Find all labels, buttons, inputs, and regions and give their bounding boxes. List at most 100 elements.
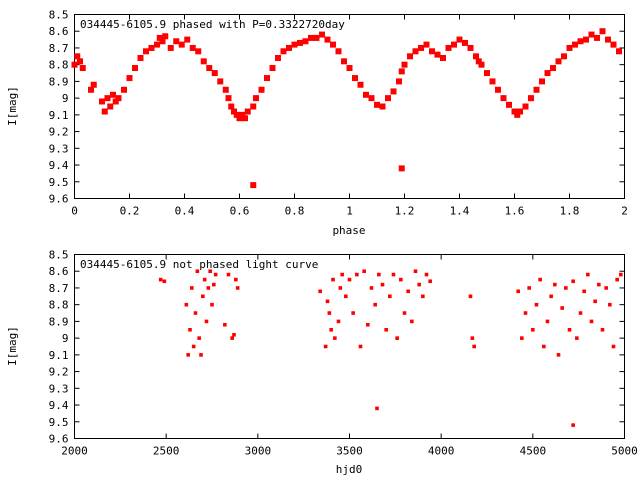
unphased-data-point [226,272,231,277]
phased-data-point [533,86,540,93]
unphased-data-point [421,294,425,299]
unphased-ytick-label: 8.5 [49,249,69,262]
unphased-data-point [402,311,407,315]
unphased-data-point [366,322,370,327]
phased-data-point [555,58,562,65]
phased-data-point [74,53,81,60]
unphased-data-point [358,344,363,349]
phased-data-point [79,65,86,72]
unphased-data-point [586,272,590,277]
unphased-ytick-label: 8.7 [49,282,69,295]
phased-data-point [178,41,185,48]
phased-data-point [467,44,474,51]
unphased-x-axis-label: hjd0 [336,463,363,476]
unphased-data-point [204,319,209,324]
unphased-data-point [338,286,343,290]
phased-data-point [352,75,358,82]
phased-xtick-label: 1.6 [505,205,525,218]
phased-data-point [200,58,207,65]
unphased-ytick-label: 9.1 [49,349,69,362]
unphased-data-point [210,302,214,307]
unphased-data-point [369,286,374,290]
unphased-data-point [582,289,586,294]
unphased-data-point [428,279,432,284]
phased-data-point [566,44,573,51]
phased-ytick-label: 8.5 [49,9,69,22]
unphased-data-point [384,327,388,332]
phased-data-point [286,44,292,51]
unphased-chart-title: 034445-6105.9 not phased light curve [80,258,318,271]
phased-xtick-label: 1.8 [560,205,580,218]
phased-data-point [143,48,149,55]
phased-data-point [544,70,551,77]
unphased-data-point [600,327,605,332]
phased-data-point [346,65,353,72]
unphased-data-point [355,272,359,277]
phased-data-point [401,61,408,68]
unphased-data-point [560,306,564,310]
unphased-data-point [323,344,328,349]
unphased-data-point [206,286,211,290]
unphased-data-point [188,327,192,332]
phased-xtick-label: 0.8 [285,205,305,218]
phased-data-point [242,115,248,122]
phased-data-point [132,65,138,72]
unphased-xtick-label: 3500 [336,445,363,458]
phased-data-point [211,70,218,77]
unphased-data-point [199,353,203,357]
unphased-data-point [593,299,597,304]
phased-data-point [250,103,257,110]
phased-data-point [280,48,287,55]
phased-data-point [162,33,169,40]
phased-data-point [236,115,243,122]
phased-xtick-label: 0.6 [230,205,250,218]
unphased-data-point [564,286,568,290]
unphased-data-point [520,336,524,340]
phased-data-point [253,95,259,102]
unphased-data-point [578,311,583,315]
phased-data-point [341,58,347,65]
phased-data-point [478,61,485,68]
unphased-data-point [362,269,366,274]
phased-data-point [517,108,523,115]
phased-data-point [500,95,507,102]
phased-y-axis-label: I[mag] [6,86,19,126]
phased-data-point [451,41,457,48]
phased-data-point [572,41,578,48]
phased-data-point [550,65,556,72]
unphased-data-point [545,319,550,324]
phased-data-point [258,86,265,93]
phased-xtick-label: 0.2 [120,205,140,218]
phased-xtick-label: 0.4 [175,205,195,218]
phased-data-point [398,165,405,172]
phased-data-point [374,101,380,108]
phased-data-point [489,78,496,85]
unphased-ytick-label: 8.9 [49,315,69,328]
unphased-data-point [186,353,190,357]
phased-data-point [231,108,237,115]
phased-data-point [264,75,270,82]
phased-data-point [225,95,232,102]
phased-ytick-label: 9.5 [49,176,69,189]
phased-x-axis-label: phase [332,224,365,237]
unphased-data-point [523,311,528,315]
unphased-data-point [230,336,234,340]
phased-ytick-label: 9.6 [49,193,69,206]
phased-data-point [156,34,163,41]
unphased-data-points [158,269,623,427]
phased-data-point [319,31,325,38]
unphased-data-point [534,302,539,307]
unphased-panel: 2000 2500 3000 3500 4000 4500 5000 8.5 8.6 8.7 8.8… [6,249,638,477]
unphased-data-point [549,294,553,299]
unphased-data-point [327,311,332,315]
phased-data-point [385,95,391,102]
phased-data-point [462,39,468,46]
unphased-data-point [527,286,531,290]
unphased-data-point [571,279,575,284]
phased-axis-ticks: 0 0.2 0.4 0.6 0.8 1 1.2 1.4 1.6 1.8 2 8.5 8.6 8.7 8.8 8… [49,9,628,218]
phased-data-point [302,38,309,45]
unphased-data-point [344,294,348,299]
unphased-data-point [472,344,476,349]
unphased-data-point [347,277,352,282]
